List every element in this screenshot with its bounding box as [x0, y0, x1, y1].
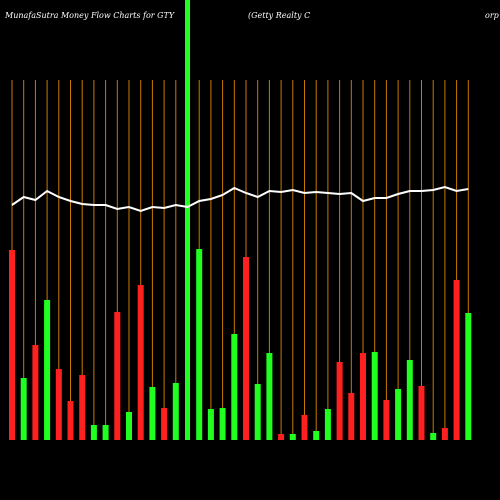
bar	[161, 408, 168, 440]
bar	[324, 409, 331, 440]
bar	[418, 386, 425, 440]
bar	[453, 280, 460, 440]
money-flow-line	[11, 185, 469, 213]
bar	[55, 369, 62, 440]
bar	[336, 362, 343, 440]
bar	[44, 300, 51, 440]
bar	[289, 434, 296, 440]
bar	[207, 409, 214, 440]
bar	[90, 425, 97, 440]
bar	[278, 434, 285, 440]
chart-subtitle: (Getty Realty C	[248, 11, 310, 20]
bar	[196, 249, 203, 440]
bar	[9, 250, 15, 440]
bar	[126, 412, 132, 440]
bar	[360, 353, 366, 440]
bar	[137, 285, 144, 440]
bar	[395, 389, 402, 440]
bar	[383, 400, 390, 440]
bar	[430, 433, 437, 440]
bar	[371, 352, 378, 440]
bar	[172, 383, 179, 440]
chart-title: MunafaSutra Money Flow Charts for GTY	[4, 11, 175, 20]
bar	[313, 431, 320, 440]
bar	[149, 387, 156, 440]
bar	[266, 353, 273, 440]
bar	[465, 313, 472, 440]
chart-subtitle-tail: orp	[485, 11, 499, 20]
bar	[114, 312, 121, 440]
bar	[67, 401, 74, 440]
bar	[301, 415, 308, 440]
bar	[231, 334, 238, 440]
bar	[102, 425, 109, 440]
bar	[348, 393, 355, 440]
bar	[32, 345, 39, 440]
bar	[79, 375, 86, 440]
bar	[185, 0, 190, 440]
bar	[219, 408, 226, 440]
bar	[406, 360, 413, 440]
bar	[254, 384, 261, 440]
bar	[243, 257, 249, 440]
bar	[441, 428, 448, 440]
bar	[20, 378, 27, 440]
